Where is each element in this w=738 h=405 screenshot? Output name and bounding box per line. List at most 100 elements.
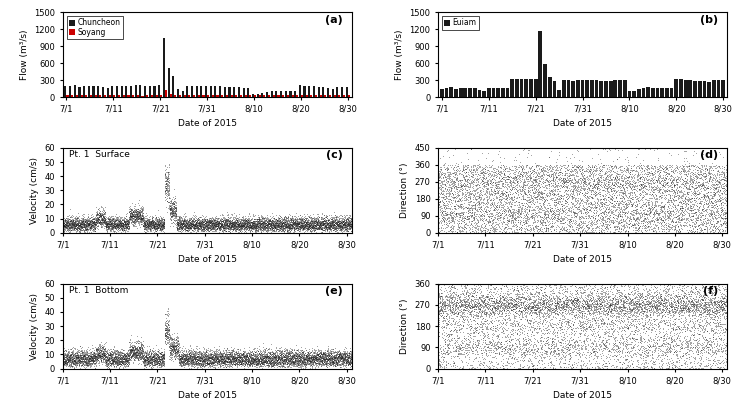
Point [705,217,717,224]
Point [538,211,550,217]
Point [640,190,652,196]
Point [317,361,328,367]
Point [190,359,202,365]
Point [332,355,344,362]
Point [520,179,531,185]
Point [199,358,210,365]
Point [528,207,540,214]
Point [566,364,578,371]
Point [486,171,498,177]
Point [153,361,165,367]
Point [207,221,219,228]
Point [261,221,273,228]
Point [569,217,581,224]
Point [563,358,575,364]
Point [246,219,258,226]
Point [75,220,87,226]
Point [325,216,337,222]
Point [578,308,590,315]
Point [92,218,103,224]
Point [338,351,350,357]
Point [92,353,104,360]
Point [345,358,356,364]
Point [542,293,554,300]
Point [581,316,593,323]
Point [676,180,688,187]
Point [282,223,294,229]
Point [531,341,542,348]
Point [279,361,291,367]
Point [182,351,194,358]
Point [680,190,692,196]
Point [635,134,647,141]
Point [179,223,190,229]
Point [631,173,643,179]
Point [241,221,252,227]
Point [632,194,644,201]
Point [134,351,145,358]
Point [313,358,325,364]
Point [515,294,527,301]
Point [95,353,107,359]
Point [157,354,169,360]
Point [72,358,83,364]
Point [107,216,119,222]
Point [139,361,151,367]
Point [458,296,470,302]
Point [230,228,242,235]
Point [502,290,514,296]
Point [221,354,232,361]
Point [108,360,120,366]
Point [613,175,625,181]
Point [290,347,302,353]
Point [597,347,609,354]
Point [156,355,168,361]
Point [221,218,232,224]
Point [568,318,580,325]
Point [616,167,628,173]
Point [617,298,629,305]
Point [85,358,97,364]
Point [91,345,103,352]
Point [304,220,316,226]
Point [435,298,446,305]
Point [566,195,578,201]
Point [95,347,107,354]
Point [147,220,159,226]
Point [678,162,690,169]
Point [345,360,357,367]
Point [328,352,340,358]
Point [190,361,202,368]
Point [595,293,607,300]
Point [164,352,176,358]
Point [556,207,568,213]
Point [714,226,725,232]
Point [535,334,547,340]
Point [479,229,491,235]
Point [511,199,523,206]
Point [496,326,508,332]
Point [629,229,641,235]
Point [626,345,638,352]
Point [531,191,542,198]
Point [176,352,188,359]
Point [138,220,150,226]
Point [538,200,550,207]
Point [257,357,269,363]
Point [215,356,227,362]
Point [703,177,715,183]
Point [283,221,295,227]
Point [111,224,123,230]
Point [341,354,353,360]
Point [114,358,125,364]
Point [128,210,139,217]
Point [294,352,306,358]
Point [283,350,294,356]
Point [576,323,587,329]
Point [113,218,125,225]
Point [77,217,89,224]
Point [233,358,245,364]
Point [438,317,449,324]
Point [306,362,317,369]
Point [202,360,214,367]
